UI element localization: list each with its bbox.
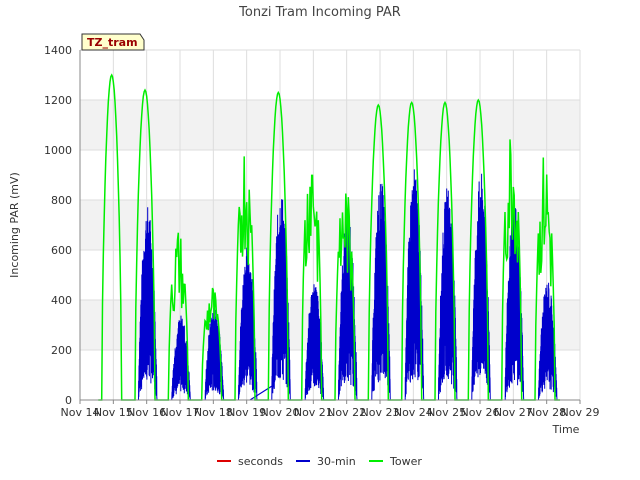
grid-band xyxy=(80,100,580,150)
legend: seconds 30-min Tower xyxy=(217,455,422,468)
x-tick-label: Nov 25 xyxy=(427,406,466,419)
x-tick-label: Nov 28 xyxy=(527,406,566,419)
grid-band xyxy=(80,300,580,350)
legend-item-tower[interactable]: Tower xyxy=(369,455,422,468)
badge-box xyxy=(81,33,145,51)
x-tick-label: Nov 24 xyxy=(394,406,433,419)
axes xyxy=(79,50,581,404)
x-axis-label: Time xyxy=(552,423,580,436)
x-tick-label: Nov 27 xyxy=(494,406,533,419)
chart-title: Tonzi Tram Incoming PAR xyxy=(238,5,401,20)
x-tick-label: Nov 23 xyxy=(361,406,400,419)
x-tick-label: Nov 19 xyxy=(227,406,266,419)
y-tick-label: 400 xyxy=(51,294,72,307)
x-tick-label: Nov 14 xyxy=(61,406,100,419)
x-tick-label: Nov 20 xyxy=(261,406,300,419)
legend-label-30-min: 30-min xyxy=(317,455,356,468)
y-axis-label: Incoming PAR (mV) xyxy=(8,172,21,278)
legend-label-seconds: seconds xyxy=(238,455,283,468)
x-tick-label: Nov 15 xyxy=(94,406,133,419)
y-tick-label: 800 xyxy=(51,194,72,207)
x-tick-label: Nov 22 xyxy=(327,406,366,419)
y-tick-label: 200 xyxy=(51,344,72,357)
x-tick-label: Nov 16 xyxy=(127,406,166,419)
y-tick-label: 1000 xyxy=(44,144,72,157)
y-tick-label: 1200 xyxy=(44,94,72,107)
x-tick-label: Nov 21 xyxy=(294,406,333,419)
site-badge: TZ_tram xyxy=(81,33,145,51)
y-tick-label: 1400 xyxy=(44,44,72,57)
grid-band xyxy=(80,200,580,250)
legend-label-tower: Tower xyxy=(389,455,422,468)
y-tick-label: 600 xyxy=(51,244,72,257)
badge-label: TZ_tram xyxy=(87,36,138,49)
x-tick-label: Nov 29 xyxy=(561,406,600,419)
x-tick-label: Nov 17 xyxy=(161,406,200,419)
x-tick-label: Nov 26 xyxy=(461,406,500,419)
legend-item-30-min[interactable]: 30-min xyxy=(296,455,356,468)
x-tick-label: Nov 18 xyxy=(194,406,233,419)
plot-background xyxy=(80,50,580,400)
legend-item-seconds[interactable]: seconds xyxy=(217,455,283,468)
y-tick-label: 0 xyxy=(65,394,72,407)
